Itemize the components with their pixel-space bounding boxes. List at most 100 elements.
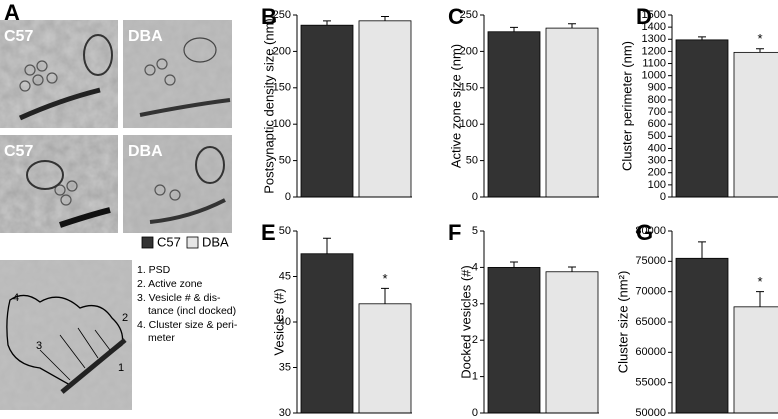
y-axis-label: Cluster size (nm²) [615,271,630,374]
y-tick-label: 1300 [642,33,666,45]
y-tick-label: 45 [279,270,291,282]
bar [675,39,729,198]
error-bar [568,23,576,29]
annotation: * [382,271,387,286]
y-tick-label: 200 [460,45,478,57]
diagram-marker: 4 [13,292,19,304]
bar [358,20,412,198]
note: 1. PSD [137,264,171,276]
y-tick-label: 150 [460,82,478,94]
axes [483,15,599,198]
y-axis-label: Docked vesicles (#) [458,265,473,378]
y-axis-label: Active zone size (nm) [448,44,463,168]
y-tick-label: 1100 [642,57,666,69]
bar [545,27,599,198]
y-tick-label: 1 [472,371,478,383]
bar [300,253,354,414]
y-tick-label: 100 [273,118,291,130]
y-tick-label: 65000 [635,316,666,328]
note: meter [148,332,175,344]
error-bar [323,20,331,26]
axes [671,231,778,414]
error-bar [756,291,764,307]
image-label: DBA [128,28,163,45]
y-tick-label: 250 [273,9,291,21]
y-tick-label: 1500 [642,9,666,21]
diagram-marker: 2 [122,312,128,324]
bar [733,306,778,414]
y-tick-label: 200 [648,167,666,179]
annotation: * [757,274,762,289]
panel-letter: F [448,220,461,245]
y-tick-label: 80000 [635,225,666,237]
y-tick-label: 0 [660,191,666,203]
y-tick-label: 400 [648,142,666,154]
y-tick-label: 0 [472,191,478,203]
diagram-notes: 1. PSD 2. Active zone 3. Vesicle # & dis… [137,264,238,344]
annotation: * [757,31,762,46]
y-tick-label: 150 [273,82,291,94]
y-tick-label: 500 [648,130,666,142]
bar [545,271,599,414]
legend-label: DBA [202,234,229,249]
y-tick-label: 600 [648,118,666,130]
y-axis-label: Cluster perimeter (nm) [619,41,634,171]
y-tick-label: 200 [273,45,291,57]
bar [487,31,541,198]
error-bar [510,26,518,32]
y-tick-label: 40 [279,316,291,328]
em-labels: C57 DBA C57 DBA [4,28,163,160]
y-tick-label: 300 [648,155,666,167]
legend-swatch [186,236,199,249]
y-tick-label: 900 [648,82,666,94]
y-tick-label: 35 [279,361,291,373]
note: 3. Vesicle # & dis- [137,292,221,304]
y-tick-label: 0 [285,191,291,203]
y-tick-label: 100 [460,118,478,130]
image-label: C57 [4,28,33,45]
diagram-marker: 1 [118,362,124,374]
y-tick-label: 60000 [635,346,666,358]
bar [300,24,354,198]
note: tance (incl docked) [148,305,236,317]
y-axis-label: Postsynaptic density size (nm) [261,18,276,194]
bar [487,266,541,414]
error-bar [698,36,706,40]
y-tick-label: 70000 [635,286,666,298]
image-label: DBA [128,143,163,160]
y-tick-label: 50 [466,155,478,167]
panel-letter: C [448,4,464,29]
y-tick-label: 800 [648,94,666,106]
note: 4. Cluster size & peri- [137,319,238,331]
y-tick-label: 50 [279,155,291,167]
y-tick-label: 5 [472,225,478,237]
panel-letter: B [261,4,277,29]
error-bar [568,266,576,272]
legend-swatch [141,236,154,249]
y-tick-label: 1200 [642,45,666,57]
y-tick-label: 50000 [635,407,666,419]
y-tick-label: 100 [648,179,666,191]
axes [296,15,412,198]
y-tick-label: 4 [472,261,478,273]
em-images [0,20,232,410]
panel-letter: G [636,220,653,245]
error-bar [698,241,706,259]
panel-letter: D [636,4,652,29]
bar [675,257,729,414]
panel-letter: E [261,220,276,245]
legend: C57 DBA [141,234,229,249]
y-tick-label: 250 [460,9,478,21]
y-tick-label: 700 [648,106,666,118]
error-bar [381,15,389,21]
bar [358,303,412,414]
error-bar [756,48,764,53]
error-bar [323,237,331,254]
y-tick-label: 1000 [642,70,666,82]
y-tick-label: 0 [472,407,478,419]
y-tick-label: 50 [279,225,291,237]
y-tick-label: 1400 [642,21,666,33]
legend-label: C57 [157,234,181,249]
error-bar [381,287,389,304]
